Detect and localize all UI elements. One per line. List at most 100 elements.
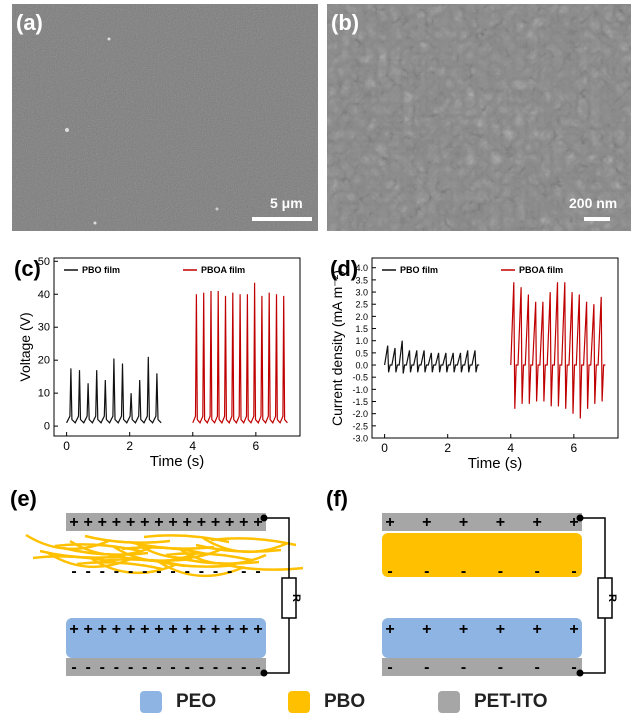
negative-charge: - (85, 659, 90, 676)
y-tick-label: -2.0 (352, 409, 368, 419)
negative-charge: - (227, 659, 232, 676)
negative-charge: - (461, 659, 466, 676)
positive-charge: + (496, 514, 505, 531)
scale-text-a: 5 μm (270, 195, 303, 211)
negative-charge: - (571, 659, 576, 676)
pbo-fiber (158, 560, 245, 578)
y-tick-label: -3.0 (352, 434, 368, 444)
negative-charge: - (424, 563, 429, 580)
top-electrode (382, 513, 582, 531)
pbo-fiber (84, 534, 171, 544)
y-tick-label: -1.5 (352, 397, 368, 407)
voltage-chart: 0 10 20 30 40 50 0 2 4 6 Time (s) Voltage (V) PBO fi… (17, 256, 301, 470)
negative-charge: - (100, 563, 105, 580)
positive-charge: + (253, 621, 262, 638)
resistor-label: R (290, 594, 302, 602)
positive-charge: + (459, 621, 468, 638)
panel-label-e: (e) (10, 486, 37, 511)
positive-charge: + (533, 621, 542, 638)
positive-charge: + (239, 621, 248, 638)
bottom-electrode (382, 658, 582, 676)
x-tick-label: 6 (253, 439, 260, 453)
pbo-fiber (39, 549, 126, 559)
negative-charge: - (185, 563, 190, 580)
positive-charge: + (112, 514, 121, 531)
legend-label: PBOA film (201, 265, 245, 275)
negative-charge: - (142, 659, 147, 676)
sem-texture-b (327, 4, 631, 231)
negative-charge: - (128, 563, 133, 580)
y-tick-label: 1.0 (355, 336, 368, 346)
y-tick-label: 3.5 (355, 275, 368, 285)
scale-text-b: 200 nm (569, 195, 618, 211)
legend-label: PBO film (400, 265, 438, 275)
positive-charge: + (183, 621, 192, 638)
positive-charge: + (422, 621, 431, 638)
positive-charge: + (239, 514, 248, 531)
pbo-fiber (54, 543, 141, 553)
negative-charge: - (170, 659, 175, 676)
y-tick-label: 0 (44, 421, 50, 433)
positive-charge: + (197, 621, 206, 638)
x-tick-label: 4 (507, 441, 514, 455)
y-tick-label: -0.5 (352, 373, 368, 383)
top-electrode (66, 513, 266, 531)
peo-layer (382, 618, 582, 658)
diagram-f: (f) + + - - + + - - + + - - + + - - + + - - + + - - R (322, 480, 632, 685)
legend-label: PBO film (82, 265, 120, 275)
negative-charge: - (199, 659, 204, 676)
legend-label-peo: PEO (176, 691, 217, 712)
legend-item-pbo: PBO (288, 691, 365, 713)
plot-frame (53, 257, 301, 437)
series-line-pboa-film (510, 282, 606, 419)
positive-charge: + (385, 621, 394, 638)
scale-bar-b (584, 217, 610, 221)
positive-charge: + (69, 514, 78, 531)
diagram-e: (e) + + - - + + - - + + - - + + - - + + - - + + - - + + - - + + - - + + - -… (6, 480, 316, 685)
teng-diagram-pbo-fiber: ++--++--++--++--++--++--++--++--++--++--… (25, 513, 304, 677)
positive-charge: + (98, 514, 107, 531)
negative-charge: - (156, 563, 161, 580)
negative-charge: - (199, 563, 204, 580)
y-tick-label: 3.0 (355, 288, 368, 298)
positive-charge: + (496, 621, 505, 638)
x-tick-label: 2 (444, 441, 451, 455)
negative-charge: - (241, 659, 246, 676)
legend-swatch-pbo (288, 691, 310, 713)
y-tick-label: 20 (38, 355, 50, 367)
negative-charge: - (128, 659, 133, 676)
positive-charge: + (225, 621, 234, 638)
negative-charge: - (114, 563, 119, 580)
y-tick-label: 0.0 (355, 361, 368, 371)
y-tick-label: -1.0 (352, 385, 368, 395)
legend-swatch-pet-ito (438, 691, 460, 713)
circuit-wire (580, 517, 606, 674)
panel-label-b: (b) (331, 10, 360, 35)
x-tick-label: 4 (189, 439, 196, 453)
positive-charge: + (225, 514, 234, 531)
series-line-pbo-film (66, 356, 162, 424)
negative-charge: - (387, 659, 392, 676)
negative-charge: - (170, 563, 175, 580)
y-tick-label: 10 (38, 388, 50, 400)
positive-charge: + (126, 621, 135, 638)
positive-charge: + (533, 514, 542, 531)
negative-charge: - (241, 563, 246, 580)
y-tick-label: 1.5 (355, 324, 368, 334)
x-axis-label: Time (s) (150, 453, 204, 470)
sem-texture-a (12, 4, 318, 231)
y-tick-label: 0.5 (355, 348, 368, 358)
negative-charge: - (535, 563, 540, 580)
positive-charge: + (168, 621, 177, 638)
pbo-fiber (25, 533, 112, 551)
x-tick-label: 2 (126, 439, 133, 453)
negative-charge: - (142, 563, 147, 580)
negative-charge: - (71, 659, 76, 676)
pbo-layer (382, 533, 582, 577)
positive-charge: + (569, 514, 578, 531)
legend-label: PBOA film (519, 265, 563, 275)
y-tick-label: 30 (38, 322, 50, 334)
negative-charge: - (387, 563, 392, 580)
panel-label-d: (d) (330, 256, 359, 281)
positive-charge: + (154, 621, 163, 638)
